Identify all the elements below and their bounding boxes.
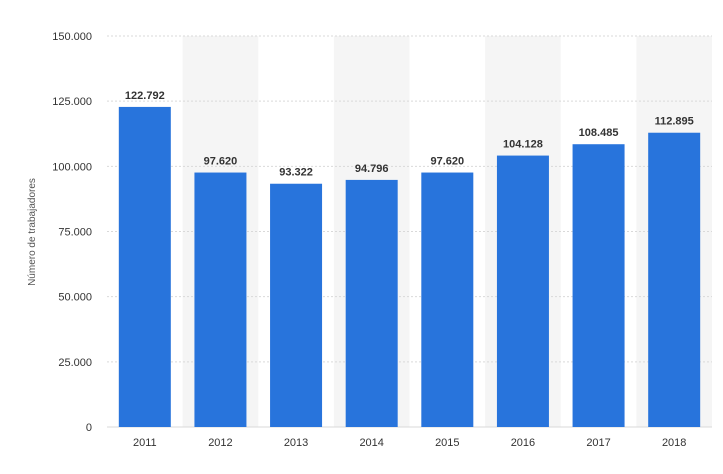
bar[interactable] bbox=[572, 144, 625, 427]
y-axis-ticks: 0 25.000 50.000 75.000 100.000 125.000 150.000 bbox=[52, 31, 92, 434]
bar[interactable] bbox=[421, 172, 474, 427]
y-axis-label: Número de trabajadores bbox=[27, 178, 38, 286]
bar[interactable] bbox=[118, 106, 171, 428]
bar-value-label: 108.485 bbox=[579, 127, 619, 139]
bar-value-label: 94.796 bbox=[355, 163, 389, 175]
y-tick-label: 50.000 bbox=[58, 292, 92, 304]
y-tick-label: 125.000 bbox=[52, 96, 92, 108]
bar[interactable] bbox=[496, 155, 549, 428]
x-axis-ticks: 2011 2012 2013 2014 2015 2016 2017 2018 bbox=[133, 437, 686, 449]
bar-value-label: 122.792 bbox=[125, 90, 165, 102]
x-tick-label: 2014 bbox=[359, 437, 383, 449]
bar[interactable] bbox=[345, 179, 398, 427]
bars bbox=[118, 106, 701, 428]
x-tick-label: 2018 bbox=[662, 437, 686, 449]
bar[interactable] bbox=[270, 183, 323, 427]
x-tick-label: 2016 bbox=[511, 437, 535, 449]
data-labels: 122.792 97.620 93.322 94.796 97.620 104.128 10… bbox=[125, 90, 694, 179]
x-tick-label: 2013 bbox=[284, 437, 308, 449]
bar-value-label: 93.322 bbox=[279, 167, 313, 179]
bar-value-label: 97.620 bbox=[204, 156, 238, 168]
bar-value-label: 112.895 bbox=[655, 116, 694, 128]
y-tick-label: 100.000 bbox=[52, 161, 92, 173]
x-tick-label: 2011 bbox=[133, 437, 157, 449]
bar-value-label: 104.128 bbox=[503, 139, 543, 151]
bar-value-label: 97.620 bbox=[430, 156, 464, 168]
y-tick-label: 25.000 bbox=[58, 357, 92, 369]
x-tick-label: 2012 bbox=[208, 437, 232, 449]
y-tick-label: 150.000 bbox=[52, 31, 92, 43]
bar[interactable] bbox=[648, 132, 701, 427]
bar[interactable] bbox=[194, 172, 247, 427]
x-tick-label: 2017 bbox=[586, 437, 610, 449]
y-tick-label: 75.000 bbox=[58, 227, 92, 239]
y-tick-label: 0 bbox=[86, 422, 92, 434]
x-tick-label: 2015 bbox=[435, 437, 459, 449]
